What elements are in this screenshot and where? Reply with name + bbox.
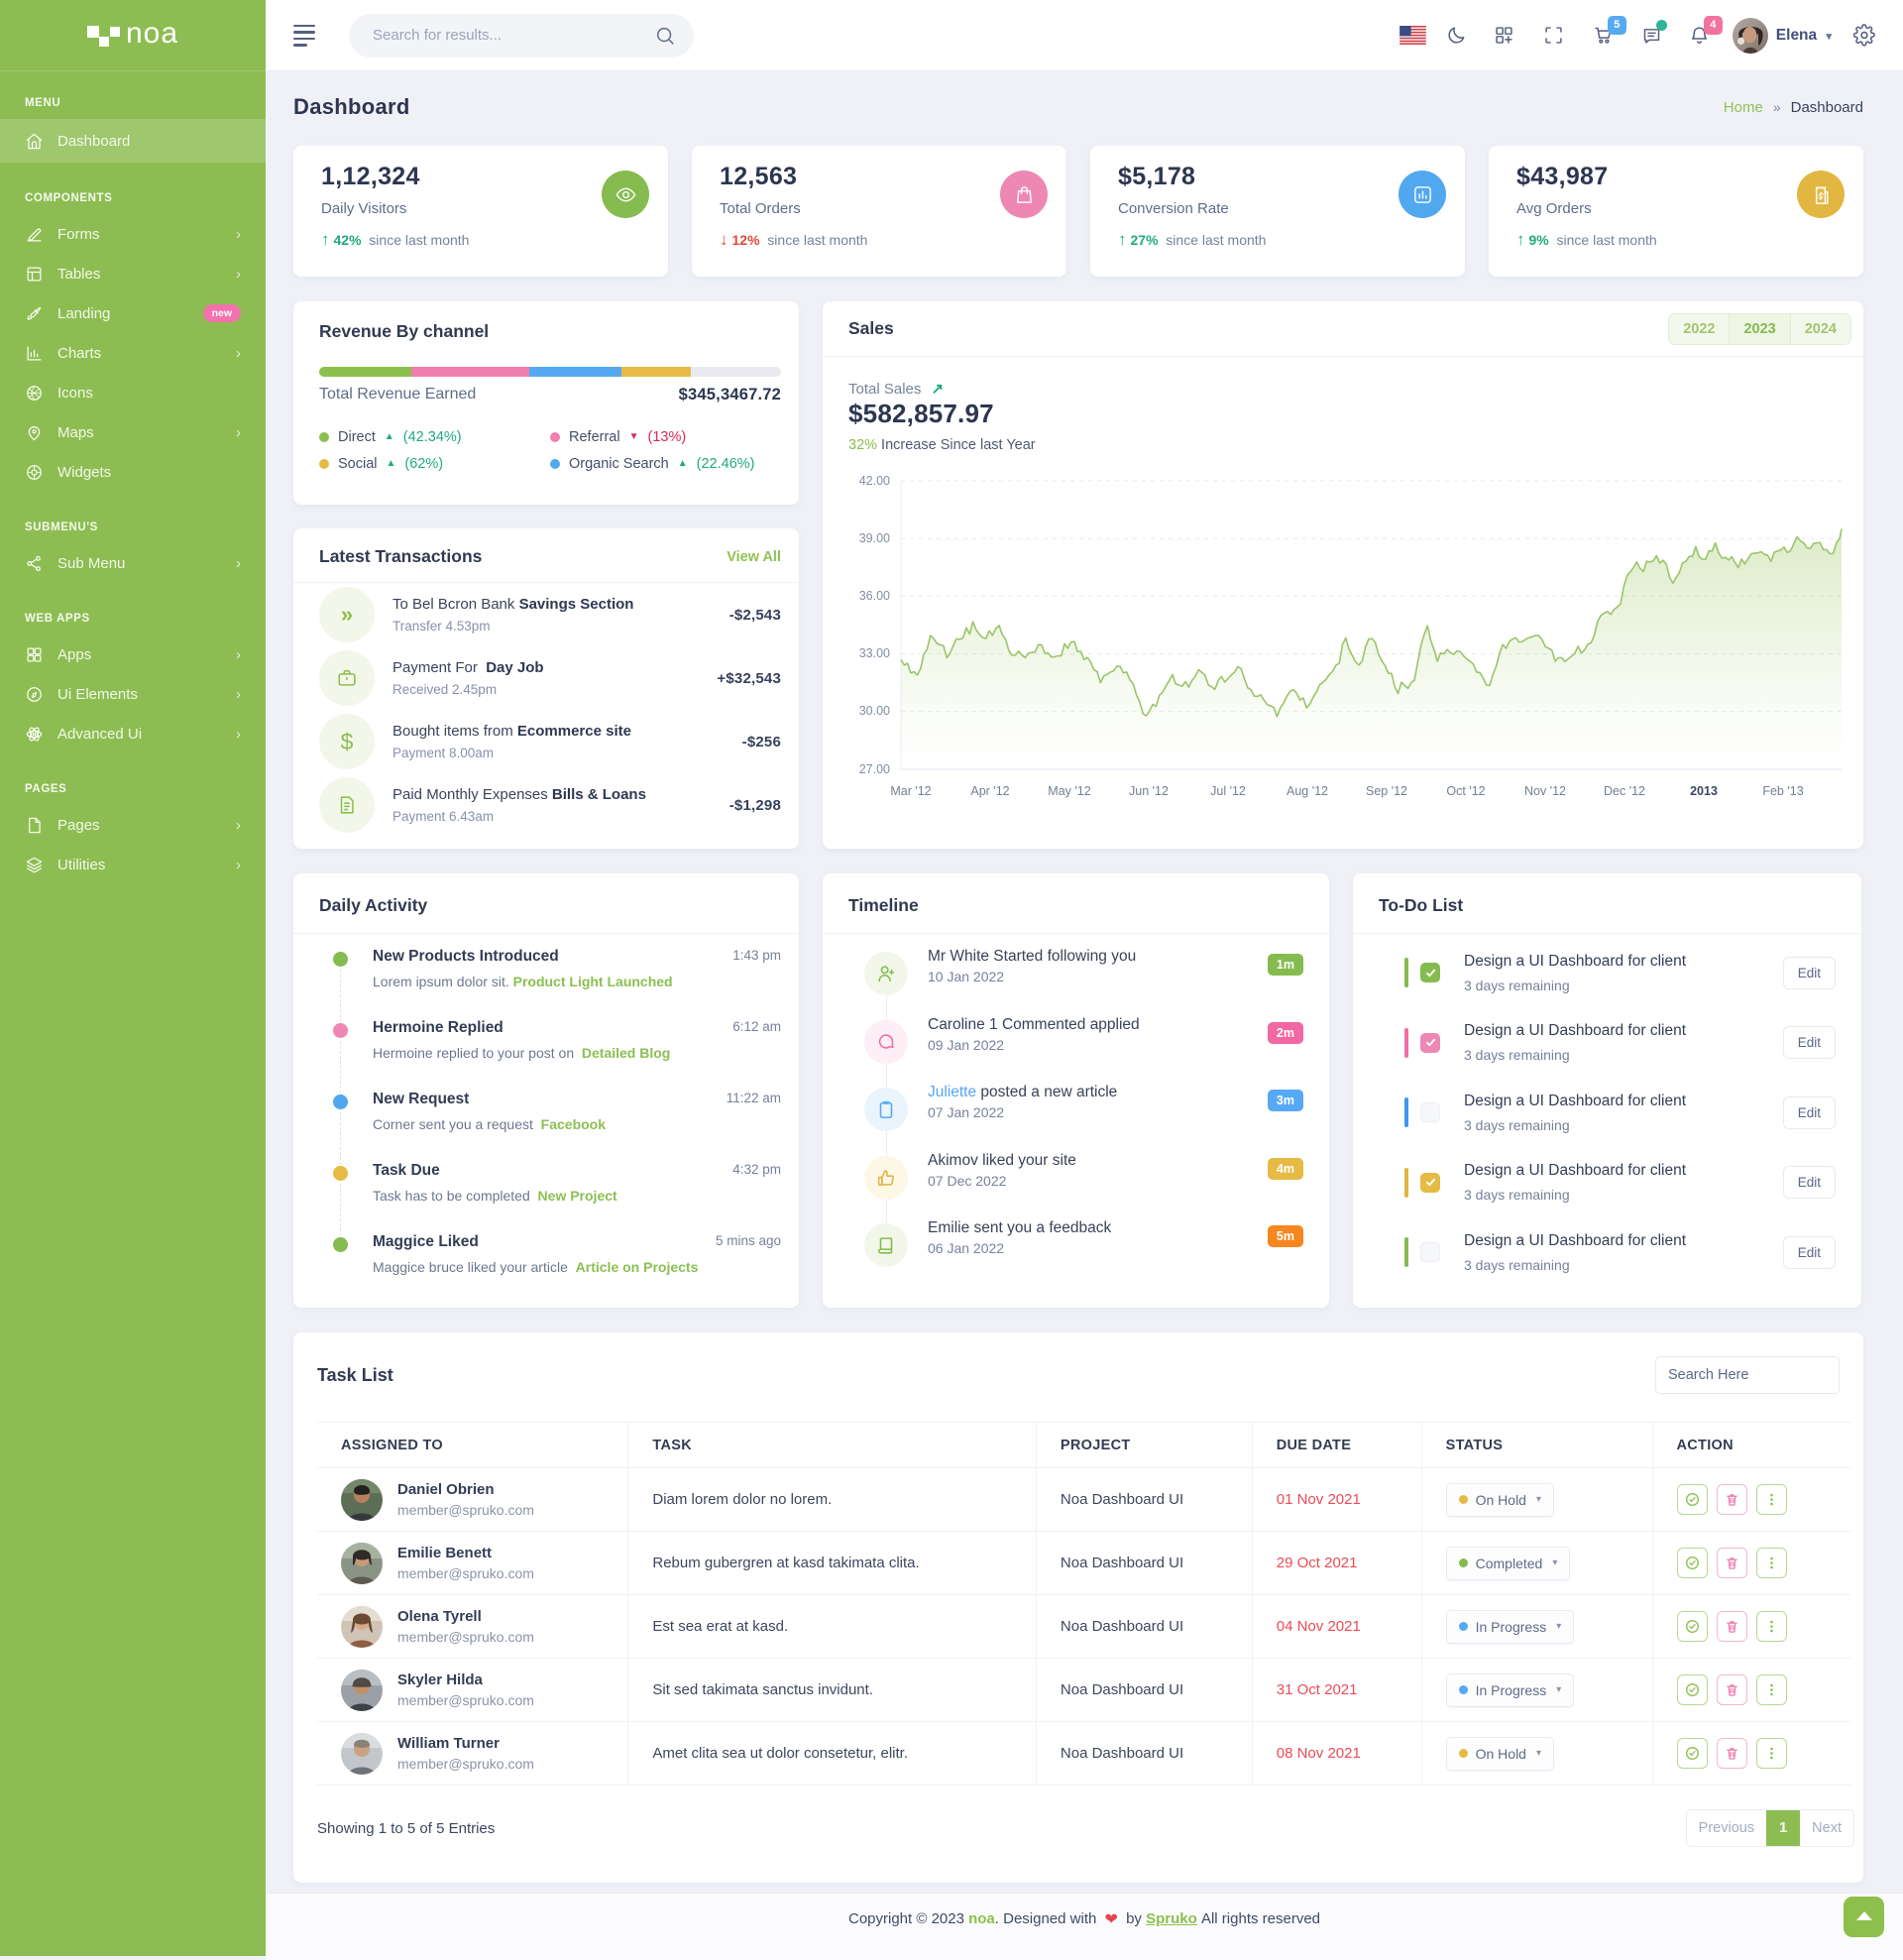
svg-text:Dec '12: Dec '12 bbox=[1604, 784, 1645, 798]
svg-text:Jun '12: Jun '12 bbox=[1129, 784, 1169, 798]
svg-text:27.00: 27.00 bbox=[859, 762, 890, 776]
svg-text:Nov '12: Nov '12 bbox=[1524, 784, 1566, 798]
svg-text:Jul '12: Jul '12 bbox=[1210, 784, 1246, 798]
svg-text:Feb '13: Feb '13 bbox=[1762, 784, 1803, 798]
svg-text:Mar '12: Mar '12 bbox=[890, 784, 931, 798]
svg-text:Sep '12: Sep '12 bbox=[1366, 784, 1407, 798]
svg-text:30.00: 30.00 bbox=[859, 704, 890, 718]
svg-text:39.00: 39.00 bbox=[859, 531, 890, 545]
svg-text:May '12: May '12 bbox=[1048, 784, 1090, 798]
svg-text:Oct '12: Oct '12 bbox=[1446, 784, 1485, 798]
svg-text:36.00: 36.00 bbox=[859, 589, 890, 603]
svg-text:33.00: 33.00 bbox=[859, 646, 890, 660]
svg-text:2013: 2013 bbox=[1690, 784, 1718, 798]
svg-text:42.00: 42.00 bbox=[859, 474, 890, 488]
svg-text:Apr '12: Apr '12 bbox=[970, 784, 1009, 798]
svg-text:Aug '12: Aug '12 bbox=[1287, 784, 1328, 798]
